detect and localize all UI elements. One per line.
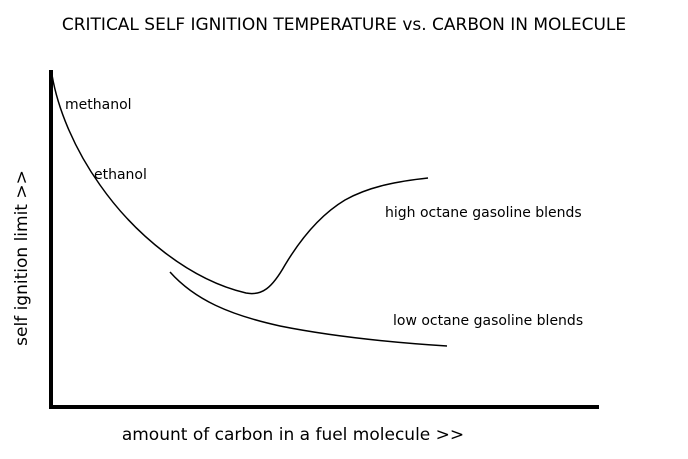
chart-title: CRITICAL SELF IGNITION TEMPERATURE vs. C…	[62, 15, 626, 35]
annotation-methanol: methanol	[65, 97, 132, 113]
series-line-high-octane	[51, 74, 429, 295]
series-label-low-octane: low octane gasoline blends	[393, 313, 583, 329]
x-axis-label: amount of carbon in a fuel molecule >>	[122, 425, 464, 445]
series-label-high-octane: high octane gasoline blends	[385, 205, 582, 221]
series-line-low-octane	[169, 271, 448, 347]
y-axis-label: self ignition limit >>	[12, 170, 32, 346]
annotation-ethanol: ethanol	[94, 167, 147, 183]
